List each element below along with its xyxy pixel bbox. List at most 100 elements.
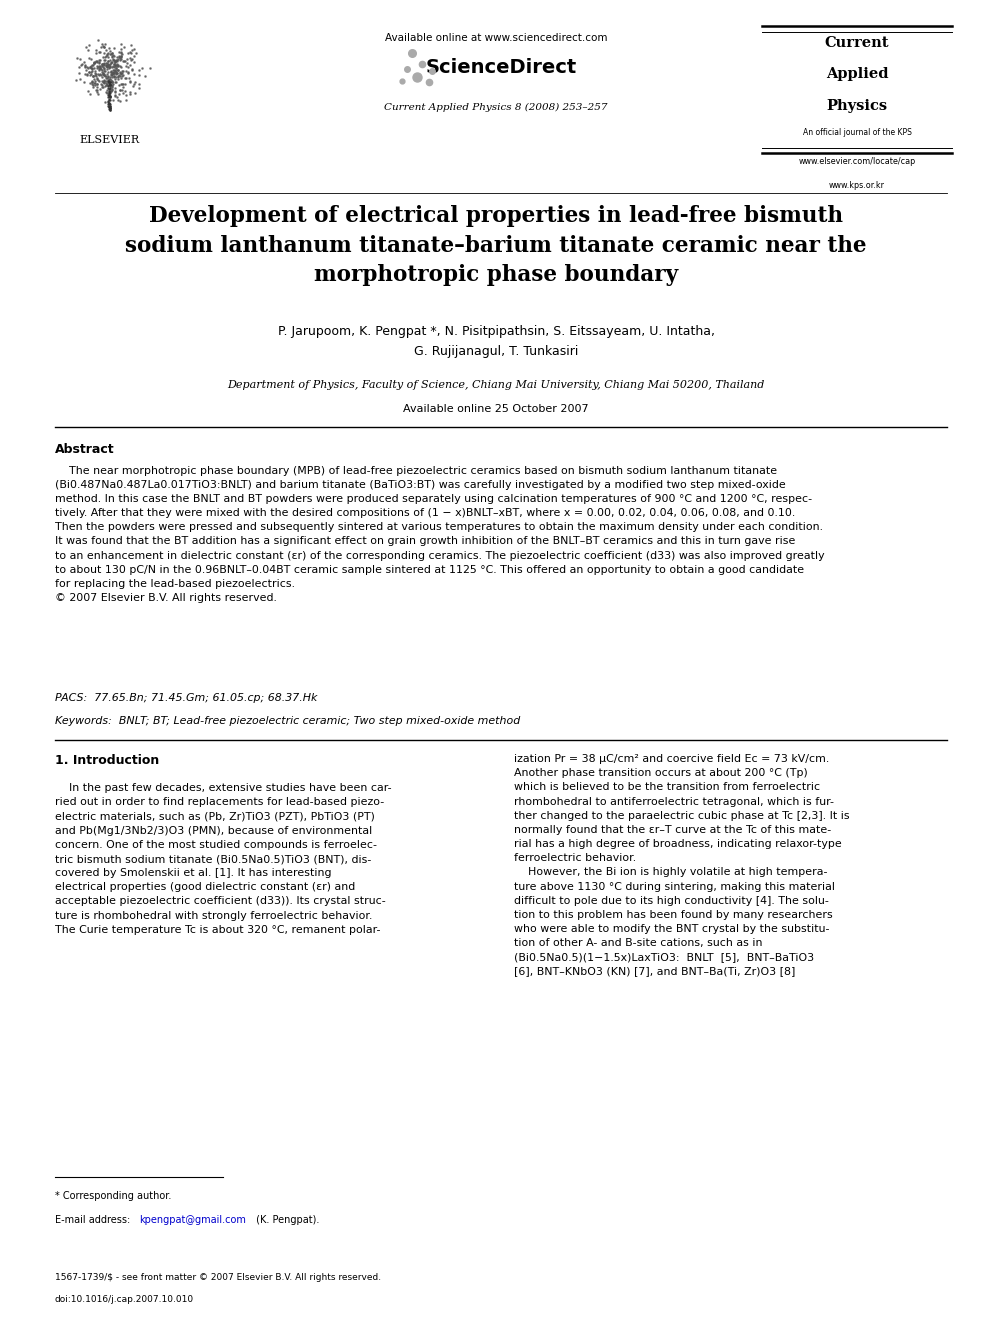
Text: Department of Physics, Faculty of Science, Chiang Mai University, Chiang Mai 502: Department of Physics, Faculty of Scienc…: [227, 380, 765, 390]
Point: [90, 29, 106, 50]
Point: [104, 64, 120, 85]
Point: [98, 70, 114, 91]
Point: [120, 53, 136, 74]
Point: [96, 42, 112, 64]
Point: [99, 56, 115, 77]
Point: [100, 91, 116, 112]
Point: [102, 66, 118, 87]
Point: [118, 90, 134, 111]
Point: [93, 73, 109, 94]
Point: [82, 64, 98, 85]
Point: [124, 58, 140, 79]
Point: [92, 64, 108, 85]
Text: 1. Introduction: 1. Introduction: [55, 754, 159, 767]
Point: [112, 62, 128, 83]
Point: [94, 70, 110, 91]
Text: Current Applied Physics 8 (2008) 253–257: Current Applied Physics 8 (2008) 253–257: [384, 103, 608, 112]
Point: [93, 53, 109, 74]
Point: [113, 57, 129, 78]
Point: [101, 54, 117, 75]
Point: [113, 33, 129, 54]
Point: [81, 62, 97, 83]
Point: [84, 65, 100, 86]
Point: [89, 70, 105, 91]
Point: [110, 66, 126, 87]
Point: [109, 87, 125, 108]
Point: [96, 65, 112, 86]
Point: [120, 61, 136, 82]
Point: [107, 50, 123, 71]
Point: [110, 66, 126, 87]
Point: [102, 44, 118, 65]
Point: [105, 74, 121, 95]
Point: [78, 37, 94, 58]
Point: [115, 77, 131, 98]
Point: [102, 71, 118, 93]
Point: [113, 49, 129, 70]
Point: [101, 73, 117, 94]
Point: [101, 57, 117, 78]
Point: [105, 62, 121, 83]
Point: [94, 54, 110, 75]
Point: [104, 75, 120, 97]
Point: [78, 60, 94, 81]
Text: Development of electrical properties in lead-free bismuth
sodium lanthanum titan: Development of electrical properties in …: [125, 205, 867, 286]
Point: [104, 52, 120, 73]
Text: www.kps.or.kr: www.kps.or.kr: [829, 181, 885, 191]
Point: [80, 34, 96, 56]
Point: [142, 58, 158, 79]
Point: [101, 57, 117, 78]
Point: [96, 58, 112, 79]
Point: [98, 74, 114, 95]
Point: [76, 52, 92, 73]
Point: [86, 53, 102, 74]
Point: [109, 62, 125, 83]
Point: [84, 71, 100, 93]
Point: [104, 46, 120, 67]
Point: [118, 85, 134, 106]
Point: [91, 56, 107, 77]
Point: [94, 74, 110, 95]
Point: [89, 52, 105, 73]
Point: [107, 60, 123, 81]
Point: [92, 57, 108, 78]
Point: [109, 50, 125, 71]
Point: [89, 56, 105, 77]
Point: [87, 61, 103, 82]
Point: [122, 83, 138, 105]
Point: [91, 53, 107, 74]
Point: [117, 50, 133, 71]
Point: [108, 61, 124, 82]
Point: [120, 42, 136, 64]
Point: [108, 62, 124, 83]
Point: [78, 65, 94, 86]
Point: [113, 46, 129, 67]
Point: [112, 79, 128, 101]
Point: [77, 64, 93, 85]
Point: [123, 34, 139, 56]
Point: [106, 66, 122, 87]
Point: [102, 73, 118, 94]
Point: [128, 42, 144, 64]
Point: [100, 56, 116, 77]
Point: [93, 58, 109, 79]
Point: [132, 73, 148, 94]
Point: [101, 83, 117, 105]
Point: [92, 56, 108, 77]
Point: [102, 50, 118, 71]
Text: Available online 25 October 2007: Available online 25 October 2007: [403, 404, 589, 414]
Point: [96, 61, 112, 82]
Point: [126, 52, 142, 73]
Text: kpengpat@gmail.com: kpengpat@gmail.com: [139, 1215, 246, 1225]
Point: [102, 95, 118, 116]
Point: [102, 98, 118, 119]
Point: [104, 45, 120, 66]
Point: [104, 71, 120, 93]
Point: [100, 75, 116, 97]
Point: [116, 50, 132, 71]
Point: [122, 71, 138, 93]
Text: 1567-1739/$ - see front matter © 2007 Elsevier B.V. All rights reserved.: 1567-1739/$ - see front matter © 2007 El…: [55, 1273, 381, 1282]
Point: [99, 67, 115, 89]
Point: [97, 66, 113, 87]
Point: [83, 49, 99, 70]
